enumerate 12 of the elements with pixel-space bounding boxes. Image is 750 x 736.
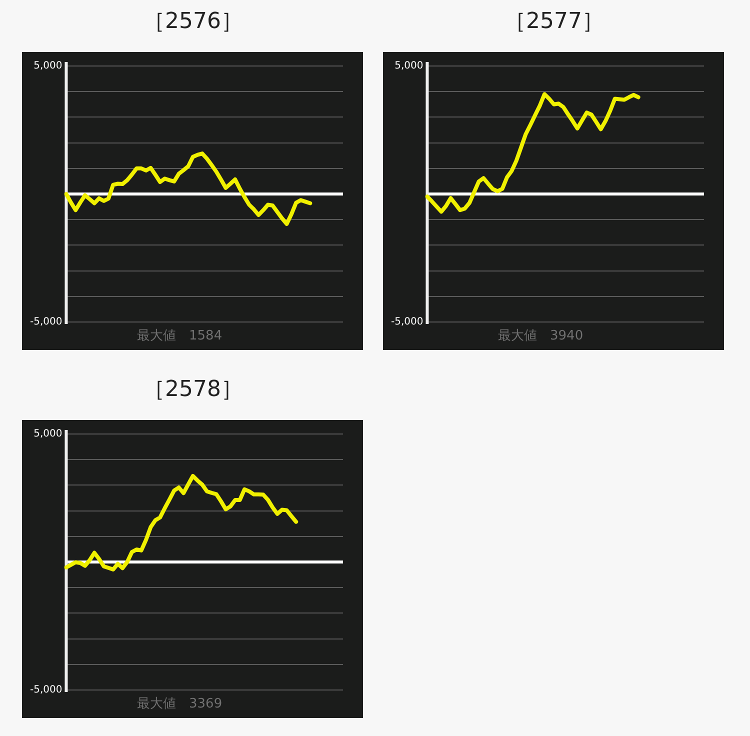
y-tick-label: 5,000 [34,428,62,440]
text: 最大値 1584 [137,328,222,344]
y-tick-label: -5,000 [30,316,62,328]
chart-title: ［2578］ [142,376,244,404]
y-tick-label: 5,000 [34,60,62,72]
chart-title: ［2577］ [503,8,605,36]
y-tick-label: -5,000 [390,316,424,328]
text: 最大値 3369 [137,696,222,712]
y-tick-label: -5,000 [30,684,62,696]
y-tick-label: 5,000 [394,60,424,72]
text: 最大値 3940 [498,328,584,344]
chart-title: ［2576］ [142,8,244,36]
